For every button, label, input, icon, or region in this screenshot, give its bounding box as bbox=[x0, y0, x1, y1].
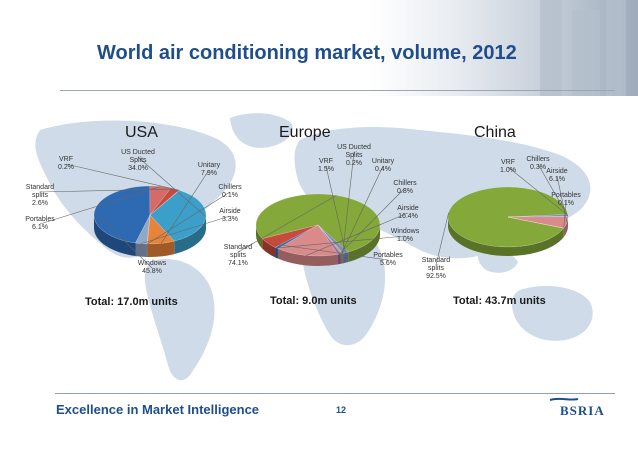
slice-label: VRF 0.2% bbox=[58, 156, 74, 171]
slice-label: Portables 5.6% bbox=[373, 252, 403, 267]
leader-line bbox=[435, 212, 449, 266]
pie-slice-side bbox=[93, 215, 136, 257]
pie-slice-side bbox=[342, 253, 344, 264]
leader-line bbox=[507, 166, 569, 216]
slice-label: US Ducted Splits 0.2% bbox=[337, 144, 371, 167]
building-decoration bbox=[540, 0, 562, 96]
slide-title: World air conditioning market, volume, 2… bbox=[97, 42, 517, 64]
slice-label: Windows 1.0% bbox=[390, 228, 420, 243]
bsria-logo: BSRIA bbox=[549, 397, 605, 418]
slice-label: Portables 6.1% bbox=[25, 216, 55, 231]
region-title-china: China bbox=[474, 124, 516, 141]
footer-divider bbox=[55, 393, 615, 394]
pie-slice-side bbox=[563, 217, 568, 238]
logo-text: BSRIA bbox=[560, 403, 605, 418]
pie-slice bbox=[135, 214, 151, 245]
slice-label: Windows 45.8% bbox=[137, 260, 167, 275]
slice-label: US Ducted Splits 34.0% bbox=[121, 149, 155, 172]
slice-label: Chillers 0.1% bbox=[218, 184, 242, 199]
footer-tagline: Excellence in Market Intelligence bbox=[56, 402, 260, 417]
slice-label: Chillers 0.8% bbox=[393, 180, 417, 195]
slice-label: Portables 0.1% bbox=[551, 192, 581, 207]
leader-line bbox=[237, 195, 337, 253]
pie-slice-side bbox=[343, 252, 349, 264]
slice-label: Airside 6.1% bbox=[546, 168, 568, 183]
pie-slice-side bbox=[337, 253, 341, 265]
pie-slice bbox=[93, 185, 151, 244]
slice-label: Chillers 0.3% bbox=[526, 156, 550, 171]
leader-line bbox=[65, 163, 180, 191]
leader-line bbox=[160, 169, 210, 244]
leader-line bbox=[146, 191, 231, 245]
leader-line bbox=[342, 151, 355, 254]
leader-line bbox=[39, 188, 176, 193]
slice-label: Unitary 7.9% bbox=[197, 162, 221, 177]
header-background bbox=[0, 0, 638, 96]
leader-line bbox=[339, 187, 406, 255]
pie-slice-side bbox=[147, 241, 175, 258]
region-title-europe: Europe bbox=[279, 124, 331, 141]
leader-line bbox=[306, 212, 409, 256]
leader-line bbox=[563, 199, 567, 229]
slice-label: Standard splits 74.1% bbox=[223, 244, 253, 267]
pie-slice-side bbox=[256, 225, 263, 249]
total-usa: Total: 17.0m units bbox=[85, 296, 178, 308]
pie-slice-side bbox=[174, 215, 206, 255]
slice-label: VRF 1.0% bbox=[500, 159, 516, 174]
slice-label: Airside 16.4% bbox=[397, 205, 419, 220]
slice-label: Unitary 0.4% bbox=[371, 158, 395, 173]
pie-slice bbox=[447, 186, 569, 248]
page-number: 12 bbox=[336, 405, 347, 415]
slice-label: Airside 3.3% bbox=[219, 208, 241, 223]
pie-slice-side bbox=[262, 238, 276, 258]
header-divider bbox=[60, 90, 615, 91]
leader-line bbox=[141, 215, 231, 244]
building-decoration bbox=[572, 10, 600, 96]
leader-line bbox=[39, 186, 161, 225]
pie-slice-side bbox=[340, 253, 343, 264]
leader-line bbox=[537, 163, 569, 217]
pie-slice-side bbox=[135, 243, 147, 257]
pie-slice-side bbox=[277, 248, 338, 266]
region-title-usa: USA bbox=[125, 124, 158, 141]
leader-line bbox=[137, 156, 207, 217]
slice-label: Standard splits 2.6% bbox=[25, 184, 55, 207]
pie-slice-side bbox=[448, 217, 564, 257]
leader-line bbox=[276, 235, 406, 249]
pie-slice-side bbox=[275, 247, 278, 259]
total-china: Total: 43.7m units bbox=[453, 295, 546, 307]
slice-label: Standard splits 92.5% bbox=[421, 257, 451, 280]
leader-line bbox=[267, 242, 389, 261]
pie-slice-side bbox=[348, 225, 380, 263]
slice-label: VRF 1.5% bbox=[318, 158, 334, 173]
leader-line bbox=[556, 175, 568, 223]
pie-side-walls bbox=[256, 225, 380, 266]
leader-line bbox=[341, 165, 384, 254]
total-europe: Total: 9.0m units bbox=[270, 295, 357, 307]
pie-slice bbox=[317, 224, 342, 255]
leader-line bbox=[325, 165, 346, 253]
pie-side-walls bbox=[448, 217, 568, 257]
pie-side-walls bbox=[93, 215, 206, 258]
building-decoration bbox=[606, 0, 626, 96]
pie-slice bbox=[149, 190, 207, 242]
leader-line bbox=[94, 211, 153, 269]
